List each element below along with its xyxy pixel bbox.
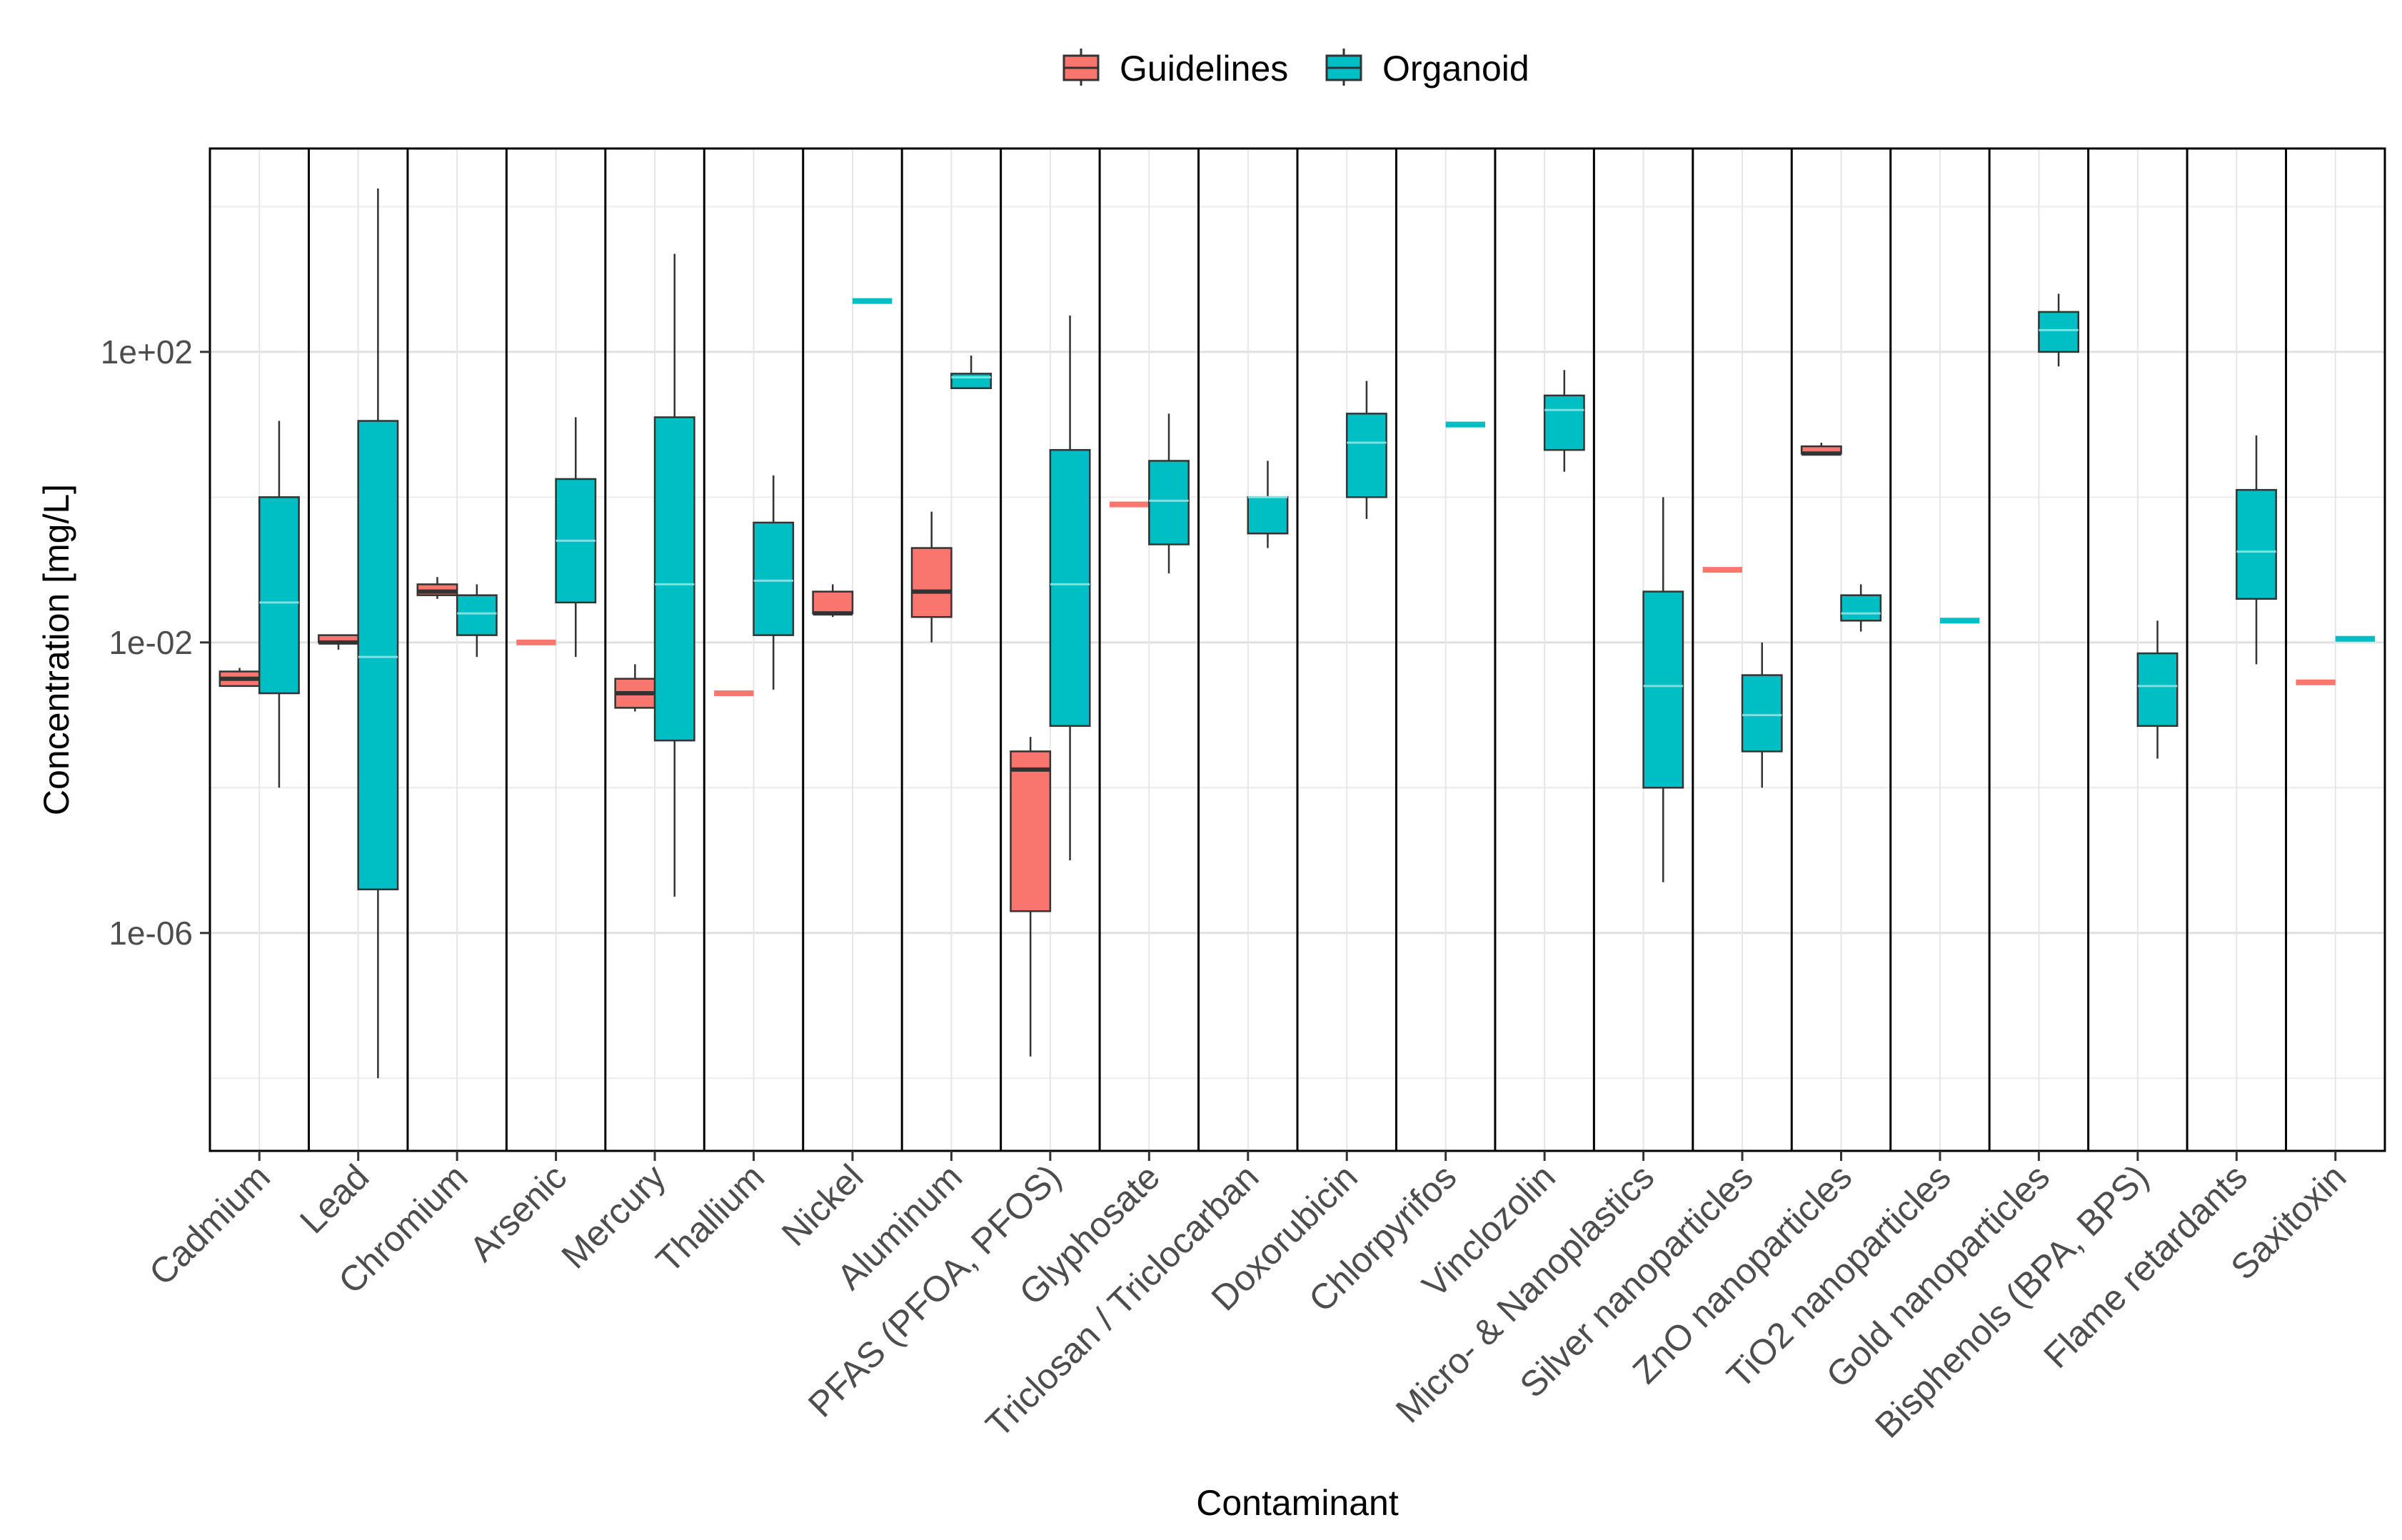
box-organoid[interactable] (1345, 381, 1387, 519)
box-iqr (910, 547, 953, 618)
box-organoid[interactable] (2236, 435, 2277, 665)
box-organoid[interactable] (1840, 584, 1882, 632)
box-organoid[interactable] (653, 253, 695, 897)
box-guidelines[interactable] (1010, 737, 1052, 1057)
box-iqr (1741, 674, 1783, 753)
plot-panel-border (208, 147, 2386, 1152)
series-guidelines (218, 443, 2336, 1057)
box-iqr (1148, 460, 1190, 545)
y-axis-title: Concentration [mg/L] (36, 484, 76, 815)
box-organoid[interactable] (2136, 620, 2179, 759)
box-iqr (753, 521, 795, 636)
box-series (218, 188, 2376, 1079)
legend: Guidelines Organoid (1062, 49, 1529, 89)
box-iqr (1010, 750, 1052, 912)
box-guidelines[interactable] (910, 511, 953, 643)
box-iqr (950, 373, 993, 389)
x-axis-title: Contaminant (1196, 1483, 1399, 1523)
box-organoid[interactable] (1148, 413, 1190, 574)
box-guidelines[interactable] (614, 664, 656, 712)
box-organoid[interactable] (1247, 461, 1289, 548)
box-guidelines[interactable] (416, 577, 458, 599)
box-organoid[interactable] (456, 584, 498, 658)
box-organoid[interactable] (258, 421, 300, 788)
legend-item-guidelines[interactable]: Guidelines (1062, 49, 1288, 89)
box-guidelines[interactable] (1800, 443, 1842, 456)
box-iqr (1642, 590, 1684, 789)
box-iqr (653, 416, 695, 742)
y-tick-label: 1e-06 (109, 915, 193, 952)
box-organoid[interactable] (1049, 316, 1091, 861)
box-iqr (1247, 496, 1289, 535)
box-organoid[interactable] (950, 355, 993, 389)
box-iqr (357, 420, 399, 890)
box-organoid[interactable] (753, 475, 795, 690)
box-organoid[interactable] (1642, 497, 1684, 882)
box-iqr (812, 590, 854, 615)
legend-label-organoid: Organoid (1382, 49, 1529, 89)
box-iqr (258, 496, 300, 695)
box-iqr (2038, 311, 2080, 353)
box-organoid[interactable] (1741, 642, 1783, 788)
box-iqr (1049, 448, 1091, 728)
y-axis: 1e-06 1e-02 1e+02 (101, 333, 210, 952)
box-organoid[interactable] (357, 188, 399, 1079)
box-organoid[interactable] (2038, 293, 2080, 367)
legend-item-organoid[interactable]: Organoid (1325, 49, 1529, 89)
facet-separators (307, 149, 2288, 1151)
box-iqr (2236, 488, 2277, 600)
box-organoid[interactable] (1543, 370, 1585, 472)
box-iqr (456, 594, 498, 636)
box-guidelines[interactable] (812, 584, 854, 618)
legend-label-guidelines: Guidelines (1120, 49, 1288, 89)
box-iqr (1840, 594, 1882, 622)
y-tick-label: 1e-02 (109, 624, 193, 661)
y-tick-label: 1e+02 (101, 333, 193, 371)
series-organoid (258, 188, 2376, 1079)
box-iqr (2136, 652, 2179, 728)
box-iqr (1543, 394, 1585, 451)
box-iqr (1345, 413, 1387, 498)
box-guidelines[interactable] (218, 668, 261, 688)
box-organoid[interactable] (555, 417, 597, 658)
